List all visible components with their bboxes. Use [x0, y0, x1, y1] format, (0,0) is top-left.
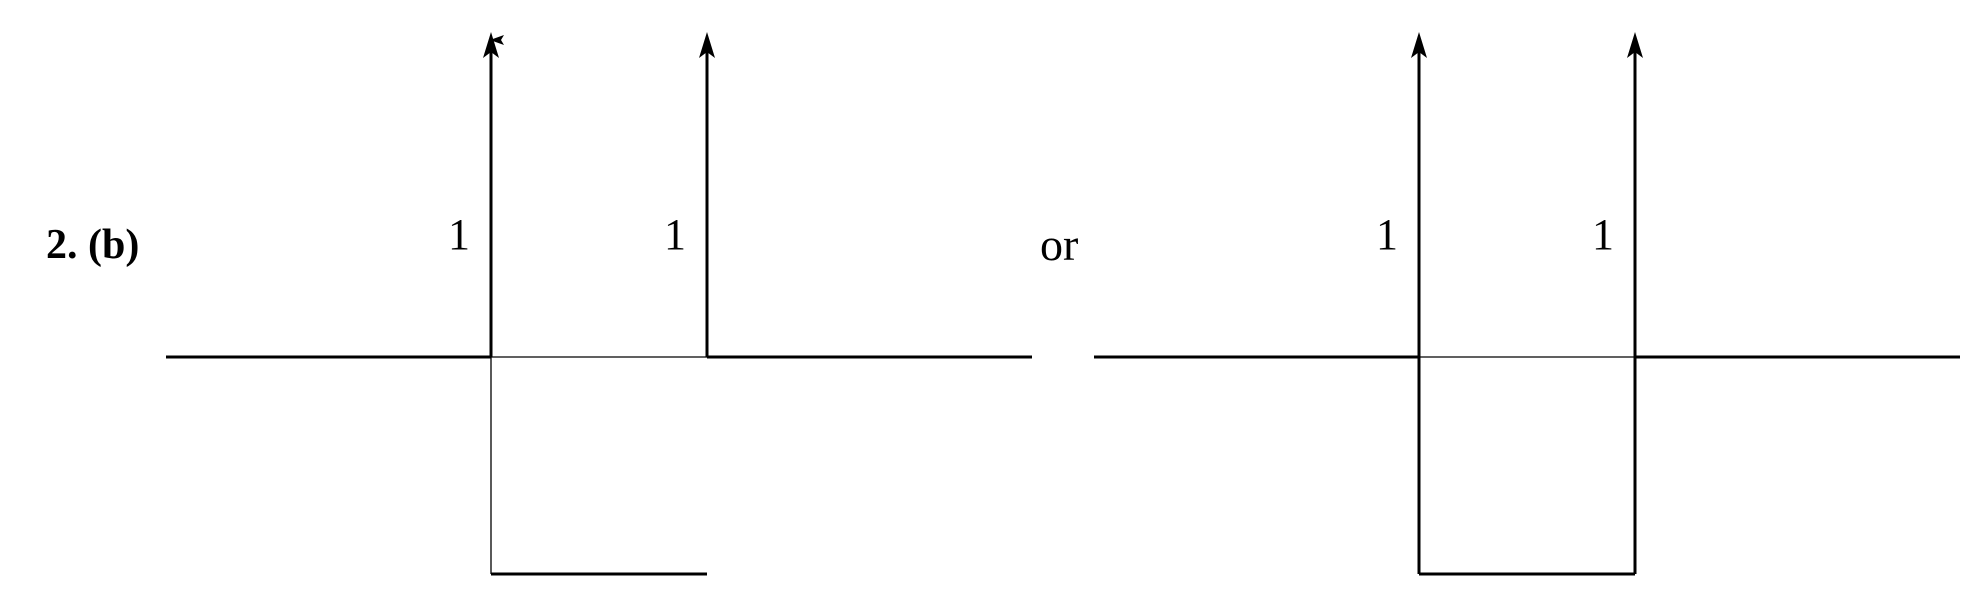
left-impulse-2-arrowhead [699, 32, 715, 58]
left-impulse-1-arrowhead [483, 32, 499, 58]
right-figure: 1 1 [1094, 32, 1960, 576]
left-impulse-2-label: 1 [664, 210, 686, 259]
problem-label: 2. (b) [46, 222, 139, 268]
right-impulse-1-arrowhead [1411, 32, 1427, 58]
left-impulse-1-label: 1 [448, 210, 470, 259]
right-impulse-1-label: 1 [1376, 210, 1398, 259]
left-figure: 1 1 [166, 32, 1032, 576]
right-impulse-2-label: 1 [1592, 210, 1614, 259]
separator-text: or [1040, 219, 1078, 270]
right-impulse-2-arrowhead [1627, 32, 1643, 58]
